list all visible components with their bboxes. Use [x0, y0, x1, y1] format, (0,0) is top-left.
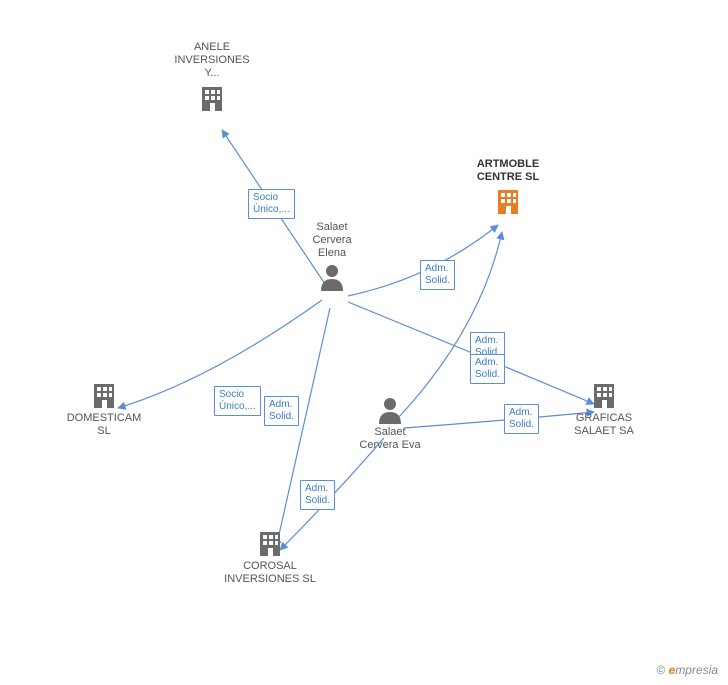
building-icon — [458, 186, 558, 216]
building-node-domesticam[interactable]: DOMESTICAMSL — [54, 380, 154, 438]
person-icon — [282, 263, 382, 291]
node-label: ANELEINVERSIONESY... — [162, 41, 262, 81]
building-node-corosal[interactable]: COROSALINVERSIONES SL — [220, 528, 320, 586]
diagram-canvas: { "type": "network", "background_color":… — [0, 0, 728, 685]
node-label: GRAFICASSALAET SA — [554, 412, 654, 438]
edge-label-eva-artmoble: Adm. Solid. — [470, 354, 505, 384]
edge-label-elena-domesticam: Socio Único,... — [214, 386, 261, 416]
brand-rest: mpresia — [675, 663, 718, 677]
copyright: © empresia — [656, 663, 718, 677]
edges-layer — [0, 0, 728, 685]
person-node-elena[interactable]: SalaetCerveraElena — [282, 221, 382, 291]
edge-label-eva-graficas: Adm. Solid. — [504, 404, 539, 434]
building-node-anele[interactable]: ANELEINVERSIONESY... — [162, 41, 262, 113]
node-label: ARTMOBLECENTRE SL — [458, 158, 558, 184]
edge-elena-corosal — [276, 308, 330, 548]
person-node-eva[interactable]: SalaetCervera Eva — [340, 396, 440, 452]
node-label: COROSALINVERSIONES SL — [220, 560, 320, 586]
node-label: SalaetCerveraElena — [282, 221, 382, 261]
edge-label-elena-artmoble: Adm. Solid. — [420, 260, 455, 290]
edge-label-eva-corosal: Adm. Solid. — [300, 480, 335, 510]
building-icon — [162, 83, 262, 113]
edge-label-elena-anele: Socio Único,... — [248, 189, 295, 219]
edge-label-elena-corosal: Adm. Solid. — [264, 396, 299, 426]
building-node-artmoble[interactable]: ARTMOBLECENTRE SL — [458, 158, 558, 216]
node-label: DOMESTICAMSL — [54, 412, 154, 438]
building-node-graficas[interactable]: GRAFICASSALAET SA — [554, 380, 654, 438]
copyright-symbol: © — [656, 663, 665, 677]
node-label: SalaetCervera Eva — [340, 426, 440, 452]
building-icon — [220, 528, 320, 558]
building-icon — [54, 380, 154, 410]
building-icon — [554, 380, 654, 410]
person-icon — [340, 396, 440, 424]
